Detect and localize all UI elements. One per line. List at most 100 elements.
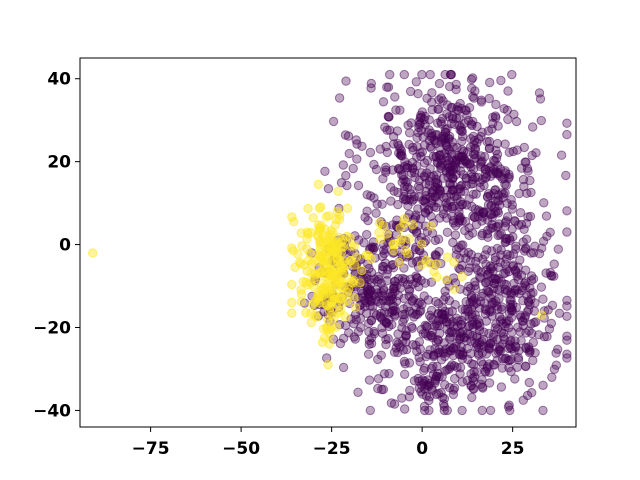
scatter-point: [485, 77, 495, 88]
scatter-point: [287, 243, 297, 253]
scatter-point: [436, 160, 446, 170]
scatter-point: [530, 241, 540, 251]
scatter-point: [323, 184, 334, 194]
scatter-point: [537, 243, 547, 253]
scatter-point: [473, 252, 483, 262]
scatter-point: [393, 290, 404, 301]
scatter-point: [318, 238, 328, 248]
scatter-point: [384, 369, 394, 379]
scatter-point: [513, 322, 523, 332]
scatter-point: [378, 285, 389, 296]
scatter-point: [409, 312, 419, 322]
scatter-point: [467, 392, 477, 403]
scatter-point: [524, 377, 534, 388]
scatter-point: [378, 220, 388, 231]
scatter-point: [527, 150, 537, 161]
scatter-point: [490, 207, 501, 217]
scatter-point: [546, 318, 557, 329]
scatter-point: [490, 255, 501, 265]
scatter-point: [431, 151, 441, 162]
scatter-point: [477, 405, 487, 416]
scatter-point: [515, 255, 525, 265]
scatter-point: [366, 338, 377, 349]
scatter-point: [508, 261, 518, 272]
scatter-point: [427, 105, 437, 115]
scatter-point: [369, 274, 380, 284]
scatter-point: [312, 294, 322, 304]
scatter-point: [404, 128, 415, 138]
scatter-point: [500, 221, 511, 231]
scatter-point: [485, 405, 496, 416]
scatter-point: [466, 119, 477, 129]
scatter-point: [484, 287, 494, 297]
scatter-point: [527, 388, 537, 398]
scatter-point: [475, 177, 485, 188]
x-tick-label: −75: [132, 439, 170, 459]
scatter-point: [483, 200, 494, 210]
scatter-point: [448, 343, 458, 353]
scatter-point: [316, 202, 326, 212]
scatter-point: [494, 196, 504, 206]
scatter-point: [436, 119, 447, 129]
scatter-point: [398, 277, 409, 287]
scatter-point: [520, 311, 531, 321]
scatter-point: [520, 281, 531, 291]
scatter-point: [350, 260, 360, 270]
scatter-point: [389, 139, 399, 149]
scatter-point: [332, 206, 342, 217]
scatter-point: [458, 131, 468, 142]
scatter-point: [541, 211, 552, 221]
scatter-point: [409, 191, 419, 202]
scatter-point: [425, 258, 435, 269]
scatter-point: [349, 241, 360, 251]
scatter-point: [458, 347, 468, 358]
y-axis: −40 −20 0 20 40: [33, 70, 80, 421]
scatter-point: [488, 118, 498, 129]
scatter-point: [335, 338, 346, 349]
scatter-point: [544, 324, 555, 334]
scatter-point: [382, 229, 392, 239]
scatter-point: [408, 279, 418, 289]
scatter-point: [528, 355, 538, 366]
scatter-point: [408, 220, 418, 230]
scatter-point: [321, 212, 332, 222]
scatter-point: [399, 314, 409, 324]
scatter-point: [336, 178, 347, 188]
scatter-point: [407, 196, 417, 206]
x-tick-label: 25: [501, 439, 525, 459]
scatter-point: [497, 354, 508, 364]
scatter-point: [484, 136, 495, 147]
scatter-point: [450, 373, 460, 384]
scatter-point: [342, 180, 352, 191]
scatter-point: [440, 380, 450, 390]
scatter-point: [442, 275, 452, 285]
scatter-point: [389, 399, 400, 409]
scatter-point: [561, 170, 571, 181]
scatter-point: [553, 244, 563, 254]
scatter-point: [402, 182, 413, 193]
scatter-point: [383, 333, 393, 344]
scatter-point: [350, 302, 361, 313]
scatter-point: [466, 304, 477, 314]
scatter-point: [388, 131, 399, 142]
scatter-point: [562, 206, 572, 216]
scatter-point: [322, 353, 332, 363]
scatter-point: [519, 142, 529, 153]
scatter-point: [477, 127, 487, 138]
scatter-point: [416, 214, 426, 224]
scatter-point: [481, 259, 491, 269]
x-tick-label: −50: [222, 439, 260, 459]
scatter-point: [495, 257, 505, 267]
scatter-point: [320, 166, 330, 177]
scatter-point: [442, 252, 453, 262]
scatter-point: [429, 266, 439, 277]
scatter-point: [361, 250, 371, 260]
scatter-point: [468, 373, 478, 383]
scatter-point: [420, 207, 431, 217]
scatter-point: [444, 112, 454, 122]
scatter-point: [455, 333, 465, 344]
scatter-point: [377, 384, 387, 395]
scatter-point: [491, 153, 502, 164]
scatter-point: [415, 297, 425, 307]
scatter-point: [400, 245, 410, 256]
